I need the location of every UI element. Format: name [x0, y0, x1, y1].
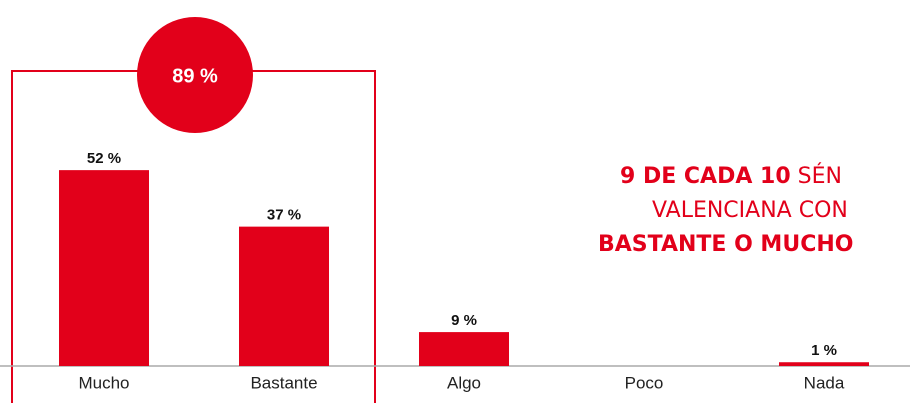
annotation-text: SÉN: [791, 163, 842, 189]
x-tick-label: Bastante: [250, 373, 317, 392]
x-tick-label: Poco: [625, 373, 664, 392]
highlight-circle: [137, 17, 253, 133]
value-label: 9 %: [451, 312, 477, 329]
annotation-text: VALENCIANA CON: [652, 198, 848, 223]
bar: [239, 226, 329, 366]
bar: [779, 362, 869, 366]
x-tick-label: Nada: [804, 373, 845, 392]
x-tick-label: Mucho: [78, 373, 129, 392]
annotation-line: 9 DE CADA 10 SÉN: [620, 163, 842, 189]
annotation-line: BASTANTE O MUCHO: [598, 232, 853, 257]
bar: [419, 332, 509, 366]
highlight-label: 89 %: [172, 65, 218, 87]
value-label: 1 %: [811, 342, 837, 359]
annotation-text: BASTANTE O MUCHO: [598, 232, 853, 257]
x-tick-label: Algo: [447, 373, 481, 392]
annotation-text: 9 DE CADA 10: [620, 164, 791, 189]
value-label: 52 %: [87, 150, 121, 167]
value-label: 37 %: [267, 207, 301, 224]
bar: [59, 170, 149, 366]
annotation-line: VALENCIANA CON: [652, 198, 848, 223]
